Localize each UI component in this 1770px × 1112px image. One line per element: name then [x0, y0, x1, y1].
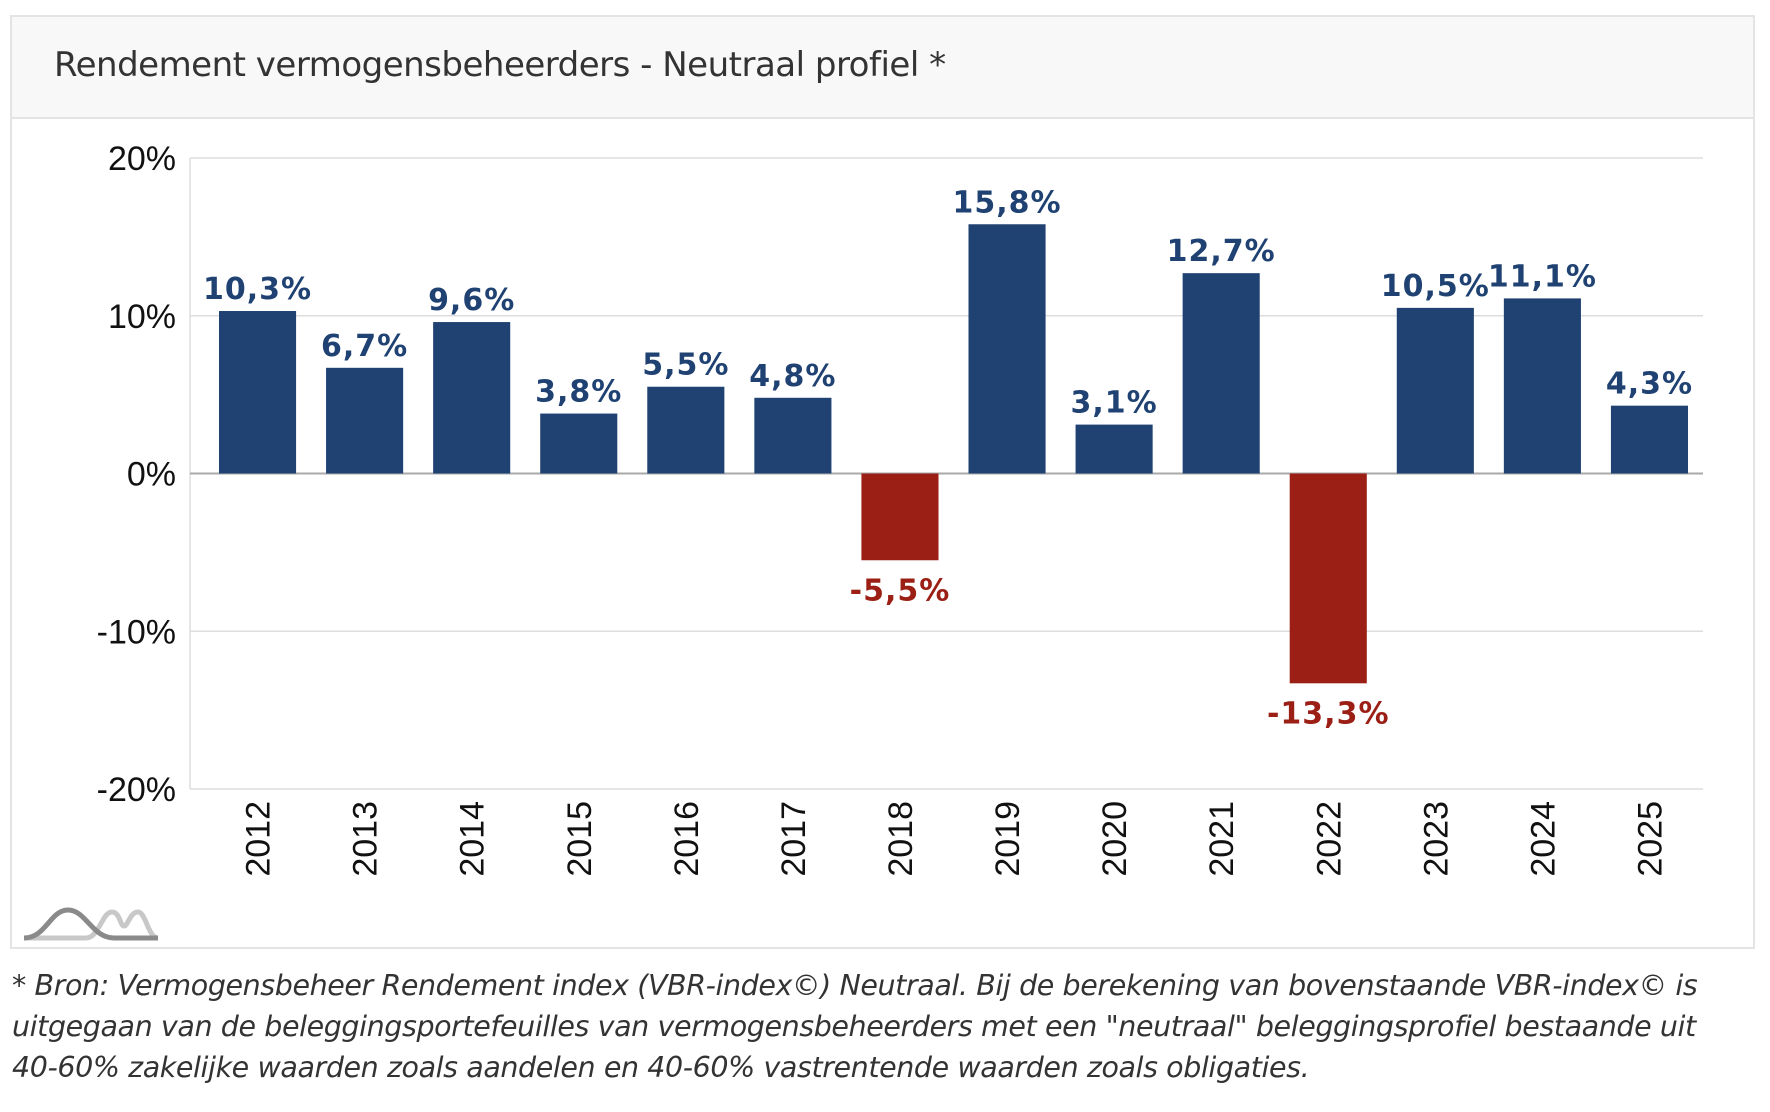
x-tick-label: 2025 [1631, 801, 1669, 877]
data-label: 5,5% [642, 348, 729, 383]
bell-curves-logo-icon [24, 907, 158, 941]
data-label: 11,1% [1488, 259, 1597, 294]
data-label: 3,8% [535, 375, 622, 410]
data-label: -13,3% [1267, 696, 1390, 731]
x-tick-label: 2018 [882, 801, 920, 877]
chart-card: Rendement vermogensbeheerders - Neutraal… [10, 15, 1755, 949]
bar-2015[interactable] [540, 413, 618, 474]
bar-2019[interactable] [968, 224, 1046, 474]
y-tick-label: -10% [97, 613, 176, 651]
y-tick-label: 0% [127, 456, 176, 494]
bar-2018[interactable] [861, 473, 939, 561]
x-tick-label: 2012 [240, 801, 278, 877]
y-tick-label: -20% [97, 771, 176, 809]
bar-2020[interactable] [1075, 424, 1153, 474]
x-tick-label: 2017 [775, 801, 813, 877]
x-tick-label: 2019 [989, 801, 1027, 877]
bar-2014[interactable] [433, 322, 511, 474]
bar-2022[interactable] [1289, 473, 1367, 684]
footnote-line: uitgegaan van de beleggingsportefeuilles… [12, 1010, 1696, 1043]
y-tick-label: 20% [108, 140, 176, 178]
bar-2024[interactable] [1503, 298, 1581, 474]
footnote-line: 40-60% zakelijke waarden zoals aandelen … [12, 1051, 1310, 1084]
data-label: 6,7% [321, 329, 408, 364]
footnote-line: * Bron: Vermogensbeheer Rendement index … [12, 969, 1698, 1002]
bar-2025[interactable] [1610, 405, 1689, 474]
data-label: 15,8% [952, 185, 1061, 220]
bar-2023[interactable] [1396, 307, 1474, 474]
x-tick-label: 2023 [1417, 801, 1455, 877]
x-tick-label: 2016 [668, 801, 706, 877]
x-tick-label: 2014 [454, 801, 492, 877]
x-tick-label: 2024 [1524, 801, 1562, 877]
bar-2013[interactable] [326, 367, 404, 474]
data-label: 10,3% [203, 272, 312, 307]
bar-2017[interactable] [754, 397, 832, 474]
y-tick-label: 10% [108, 298, 176, 336]
x-tick-label: 2020 [1096, 801, 1134, 877]
data-label: 4,3% [1606, 367, 1693, 402]
data-label: 9,6% [428, 283, 515, 318]
x-tick-label: 2022 [1310, 801, 1348, 877]
chart-header: Rendement vermogensbeheerders - Neutraal… [12, 17, 1753, 119]
data-label: 12,7% [1167, 234, 1276, 269]
chart-title: Rendement vermogensbeheerders - Neutraal… [54, 45, 946, 85]
x-tick-label: 2021 [1203, 801, 1241, 877]
bar-2021[interactable] [1182, 273, 1260, 474]
data-label: 10,5% [1381, 269, 1490, 304]
data-label: 3,1% [1071, 386, 1158, 421]
bar-2012[interactable] [218, 311, 297, 474]
data-label: -5,5% [850, 573, 951, 608]
bar-2016[interactable] [647, 386, 725, 474]
bar-chart: 20% 10% 0% -10% -20% 10,3% 2012 6,7% 2013 9,6% 201… [97, 140, 1703, 877]
source-footnote: * Bron: Vermogensbeheer Rendement index … [12, 965, 1762, 1088]
x-tick-label: 2015 [561, 801, 599, 877]
x-tick-label: 2013 [347, 801, 385, 877]
data-label: 4,8% [749, 359, 836, 394]
